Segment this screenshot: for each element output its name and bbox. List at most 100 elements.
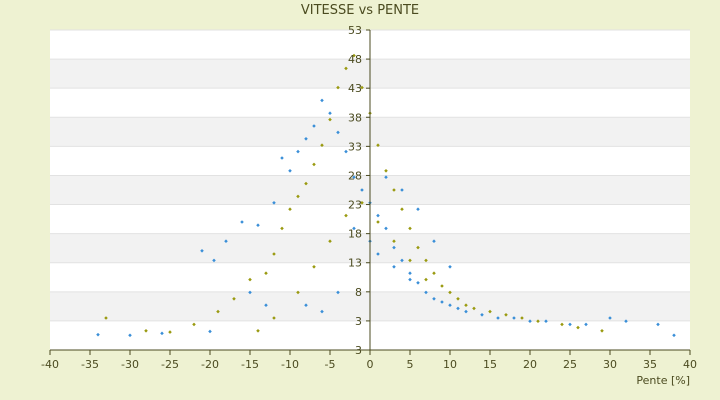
data-point-series-b (376, 143, 380, 147)
chart-title: VITESSE vs PENTE (301, 3, 419, 18)
data-point-series-a (528, 319, 532, 323)
data-point-series-b (408, 226, 412, 231)
data-point-series-b (416, 245, 420, 250)
data-point-series-b (280, 226, 284, 231)
data-point-series-b (392, 239, 396, 243)
y-tick-label: 53 (348, 24, 362, 37)
data-point-series-a (624, 319, 628, 323)
data-point-series-b (296, 290, 300, 295)
x-tick-label: -35 (81, 358, 99, 371)
data-point-series-a (440, 300, 444, 304)
data-point-series-a (448, 303, 452, 307)
data-point-series-a (212, 258, 216, 263)
data-point-series-b (328, 239, 332, 243)
x-tick-label: -20 (201, 358, 219, 371)
data-point-series-b (376, 220, 380, 224)
data-point-series-b (504, 313, 508, 317)
data-point-series-b (360, 201, 364, 205)
data-point-series-a (296, 149, 300, 154)
data-point-series-a (496, 316, 500, 320)
data-point-series-a (392, 265, 396, 269)
data-point-series-a (360, 188, 364, 192)
y-tick-label: 43 (348, 82, 362, 95)
data-point-series-b (488, 309, 492, 314)
x-tick-label: 35 (643, 358, 657, 371)
data-point-series-b (168, 330, 172, 334)
data-point-series-b (216, 309, 220, 314)
y-tick-label: 8 (355, 286, 362, 299)
data-point-series-b (424, 258, 428, 263)
data-point-series-a (656, 322, 660, 327)
y-tick-label: 38 (348, 111, 362, 124)
data-point-series-a (352, 226, 356, 231)
axes (49, 29, 691, 355)
data-point-series-a (256, 223, 260, 227)
data-point-series-b (312, 265, 316, 269)
data-point-series-a (128, 333, 132, 338)
data-point-series-a (456, 306, 460, 311)
x-tick-label: -10 (281, 358, 299, 371)
y-tick-label: 28 (348, 169, 362, 182)
data-point-series-b (400, 207, 404, 211)
data-point-series-a (392, 245, 396, 250)
x-tick-label: -40 (41, 358, 59, 371)
data-point-series-a (272, 201, 276, 205)
data-point-series-b (272, 316, 276, 320)
data-point-series-a (304, 137, 308, 141)
y-tick-label: 48 (348, 53, 362, 66)
y-tick-label: 23 (348, 199, 362, 212)
x-tick-label: -5 (325, 358, 336, 371)
x-tick-label: 15 (483, 358, 497, 371)
data-point-series-a (408, 271, 412, 275)
data-point-series-b (560, 322, 564, 327)
data-point-series-b (424, 277, 428, 282)
data-point-series-a (408, 277, 412, 282)
data-point-series-b (104, 316, 108, 320)
x-tick-label: 20 (523, 358, 537, 371)
x-tick-label: -25 (161, 358, 179, 371)
data-point-series-a (464, 309, 468, 314)
data-point-series-a (544, 319, 548, 323)
data-point-series-b (456, 297, 460, 301)
data-point-series-a (584, 322, 588, 327)
data-point-series-a (480, 313, 484, 317)
data-point-series-b (432, 271, 436, 275)
data-point-series-b (448, 290, 452, 295)
data-point-series-a (280, 156, 284, 160)
data-point-series-b (248, 277, 252, 282)
data-point-series-a (384, 175, 388, 179)
data-point-series-a (512, 316, 516, 320)
data-point-series-b (384, 169, 388, 173)
data-point-series-b (536, 319, 540, 323)
data-point-series-a (432, 297, 436, 301)
data-point-series-b (232, 297, 236, 301)
x-tick-label: 0 (367, 358, 374, 371)
data-point-series-a (96, 332, 100, 337)
data-point-series-b (352, 53, 356, 58)
data-point-series-b (472, 306, 476, 311)
data-point-series-b (264, 271, 268, 275)
data-point-series-a (384, 226, 388, 231)
x-tick-label: 10 (443, 358, 457, 371)
data-point-series-a (160, 331, 164, 336)
data-point-series-b (296, 194, 300, 199)
data-point-series-b (320, 143, 324, 147)
data-point-series-a (376, 252, 380, 256)
x-tick-label: -30 (121, 358, 139, 371)
tick-labels: -40 -35 -30 -25 -20 -15 -10 -5 0 5 10 15 20 25 30 35 40 3… (41, 24, 697, 371)
data-point-series-b (408, 258, 412, 263)
data-point-series-b (304, 181, 308, 186)
data-point-series-b (520, 316, 524, 320)
data-point-series-a (224, 239, 228, 243)
data-point-series-a (264, 303, 268, 307)
data-point-series-a (376, 213, 380, 218)
data-point-series-b (288, 207, 292, 211)
x-tick-label: -15 (241, 358, 259, 371)
data-point-series-b (312, 162, 316, 167)
data-point-series-a (416, 281, 420, 285)
data-point-series-a (568, 322, 572, 327)
data-point-series-b (440, 284, 444, 288)
data-point-series-a (424, 290, 428, 295)
data-points (96, 53, 676, 338)
